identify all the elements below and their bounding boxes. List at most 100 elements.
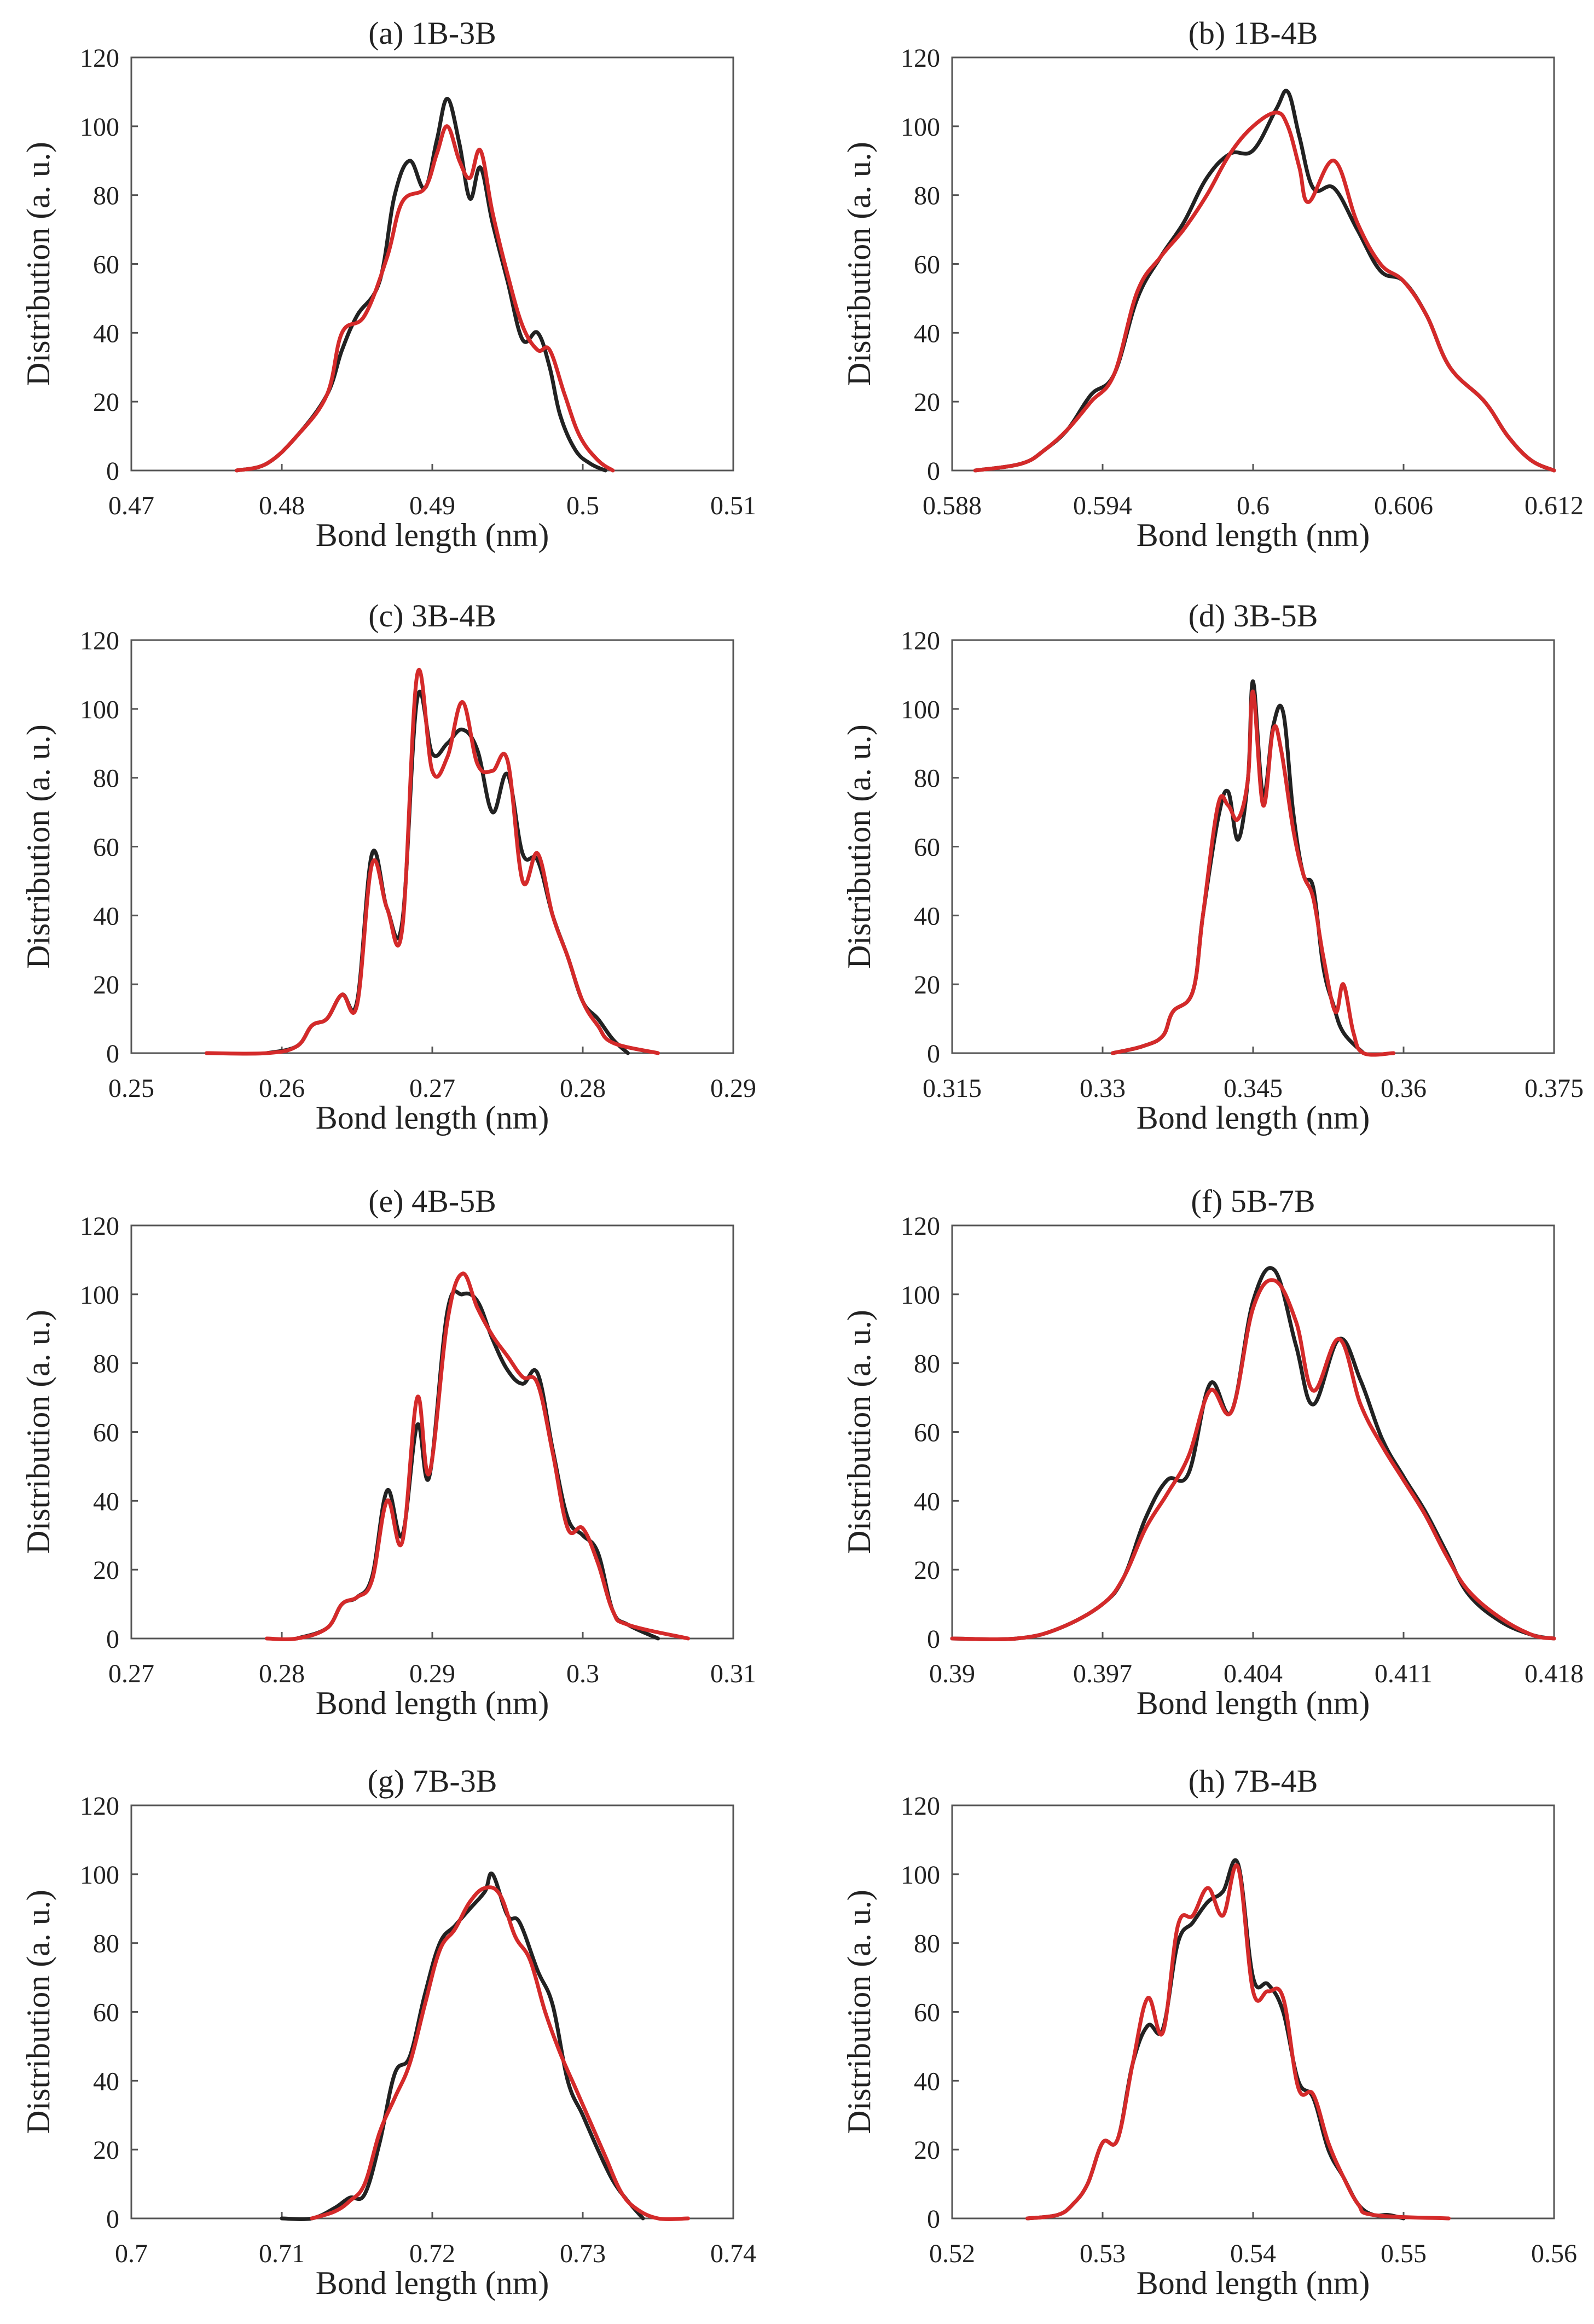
x-tick-label: 0.27 — [108, 1659, 154, 1688]
y-axis-label: Distribution (a. u.) — [841, 724, 877, 969]
y-tick-label: 60 — [93, 251, 119, 280]
x-tick-label: 0.39 — [929, 1659, 975, 1688]
y-tick-label: 60 — [914, 1419, 940, 1448]
y-tick-label: 40 — [914, 902, 940, 931]
y-tick-label: 100 — [80, 1281, 119, 1310]
chart-panel-4: (e) 4B-5B 0 20 40 60 80 100 120 0.27 0.28 0.29 0.3 0… — [20, 1183, 756, 1721]
y-tick-label: 20 — [914, 1556, 940, 1585]
y-tick-label: 120 — [901, 626, 940, 655]
x-tick-label: 0.73 — [560, 2239, 606, 2268]
x-tick-label: 0.612 — [1525, 491, 1584, 520]
x-tick-label: 0.74 — [710, 2239, 756, 2268]
chart-title: (d) 3B-5B — [1189, 598, 1318, 634]
y-axis-label: Distribution (a. u.) — [841, 142, 877, 386]
series-line-0 — [973, 89, 1556, 473]
y-tick-label: 0 — [927, 457, 940, 486]
chart-panel-7: (h) 7B-4B 0 20 40 60 80 100 120 0.52 0.53 0.54 0.55… — [841, 1763, 1577, 2301]
y-tick-label: 40 — [93, 2067, 119, 2096]
x-tick-label: 0.56 — [1531, 2239, 1577, 2268]
y-tick-label: 80 — [914, 1930, 940, 1959]
plot-frame — [951, 56, 1555, 472]
y-tick-label: 20 — [914, 388, 940, 417]
chart-panel-5: (f) 5B-7B 0 20 40 60 80 100 120 0.39 0.397 0.404 0.… — [841, 1183, 1584, 1721]
y-tick-label: 0 — [927, 1625, 940, 1654]
x-tick-label: 0.55 — [1381, 2239, 1427, 2268]
plot-frame — [951, 1224, 1555, 1640]
series-line-0 — [280, 1871, 645, 2221]
y-tick-label: 100 — [80, 1861, 119, 1890]
y-tick-label: 0 — [106, 457, 119, 486]
x-axis-label: Bond length (nm) — [316, 1685, 549, 1721]
y-tick-label: 100 — [901, 1861, 940, 1890]
x-tick-label: 0.606 — [1374, 491, 1433, 520]
chart-panel-0: (a) 1B-3B 0 20 40 60 80 100 120 0.47 0.48 0.49 0.5 0… — [20, 15, 756, 553]
y-tick-label: 80 — [93, 764, 119, 793]
x-tick-label: 0.31 — [710, 1659, 756, 1688]
x-tick-label: 0.588 — [923, 491, 982, 520]
y-tick-label: 120 — [80, 626, 119, 655]
y-tick-label: 100 — [901, 695, 940, 724]
y-axis-label: Distribution (a. u.) — [20, 142, 56, 386]
x-tick-label: 0.3 — [566, 1659, 599, 1688]
y-tick-label: 0 — [106, 1039, 119, 1068]
y-tick-label: 80 — [93, 182, 119, 211]
x-tick-label: 0.411 — [1375, 1659, 1433, 1688]
y-tick-label: 80 — [93, 1350, 119, 1379]
y-tick-label: 60 — [93, 1998, 119, 2027]
y-tick-label: 120 — [901, 1792, 940, 1821]
x-tick-label: 0.594 — [1073, 491, 1132, 520]
x-tick-label: 0.71 — [259, 2239, 305, 2268]
x-tick-label: 0.418 — [1525, 1659, 1584, 1688]
x-axis-label: Bond length (nm) — [1137, 517, 1370, 553]
x-tick-label: 0.28 — [560, 1074, 606, 1103]
x-tick-label: 0.397 — [1073, 1659, 1132, 1688]
y-axis-label: Distribution (a. u.) — [841, 1310, 877, 1554]
series-line-1 — [1110, 689, 1396, 1057]
x-axis-label: Bond length (nm) — [316, 1100, 549, 1136]
y-tick-label: 40 — [93, 902, 119, 931]
chart-panel-1: (b) 1B-4B 0 20 40 60 80 100 120 0.588 0.594 0.6 0.6… — [841, 15, 1584, 553]
y-tick-label: 80 — [93, 1930, 119, 1959]
series-line-1 — [265, 1271, 690, 1641]
y-tick-label: 80 — [914, 182, 940, 211]
chart-title: (g) 7B-3B — [368, 1763, 497, 1799]
y-tick-label: 0 — [927, 1039, 940, 1068]
x-tick-label: 0.36 — [1381, 1074, 1427, 1103]
plot-frame — [130, 639, 734, 1054]
chart-title: (a) 1B-3B — [368, 15, 496, 51]
y-tick-label: 20 — [93, 1556, 119, 1585]
y-tick-label: 20 — [93, 388, 119, 417]
y-tick-label: 60 — [93, 1419, 119, 1448]
y-tick-label: 120 — [80, 44, 119, 73]
y-tick-label: 20 — [914, 2136, 940, 2165]
y-tick-label: 0 — [106, 1625, 119, 1654]
x-tick-label: 0.48 — [259, 491, 305, 520]
x-tick-label: 0.29 — [409, 1659, 455, 1688]
chart-title: (b) 1B-4B — [1189, 15, 1318, 51]
series-line-1 — [973, 111, 1556, 473]
y-tick-label: 20 — [93, 971, 119, 1000]
series-line-0 — [1025, 1858, 1406, 2221]
chart-title: (e) 4B-5B — [368, 1183, 496, 1219]
x-tick-label: 0.25 — [108, 1074, 154, 1103]
y-tick-label: 60 — [914, 833, 940, 862]
x-tick-label: 0.28 — [259, 1659, 305, 1688]
y-tick-label: 60 — [93, 833, 119, 862]
y-tick-label: 20 — [93, 2136, 119, 2165]
x-tick-label: 0.53 — [1080, 2239, 1126, 2268]
y-tick-label: 40 — [93, 1487, 119, 1516]
x-tick-label: 0.5 — [566, 491, 599, 520]
y-axis-label: Distribution (a. u.) — [20, 1890, 56, 2134]
series-line-1 — [205, 667, 660, 1056]
x-tick-label: 0.375 — [1525, 1074, 1584, 1103]
y-tick-label: 120 — [80, 1212, 119, 1241]
y-tick-label: 40 — [914, 319, 940, 348]
x-tick-label: 0.345 — [1224, 1074, 1283, 1103]
x-tick-label: 0.404 — [1224, 1659, 1283, 1688]
x-tick-label: 0.52 — [929, 2239, 975, 2268]
y-tick-label: 40 — [914, 2067, 940, 2096]
plot-frame — [130, 1804, 734, 2220]
y-tick-label: 40 — [914, 1487, 940, 1516]
plot-frame — [130, 56, 734, 472]
